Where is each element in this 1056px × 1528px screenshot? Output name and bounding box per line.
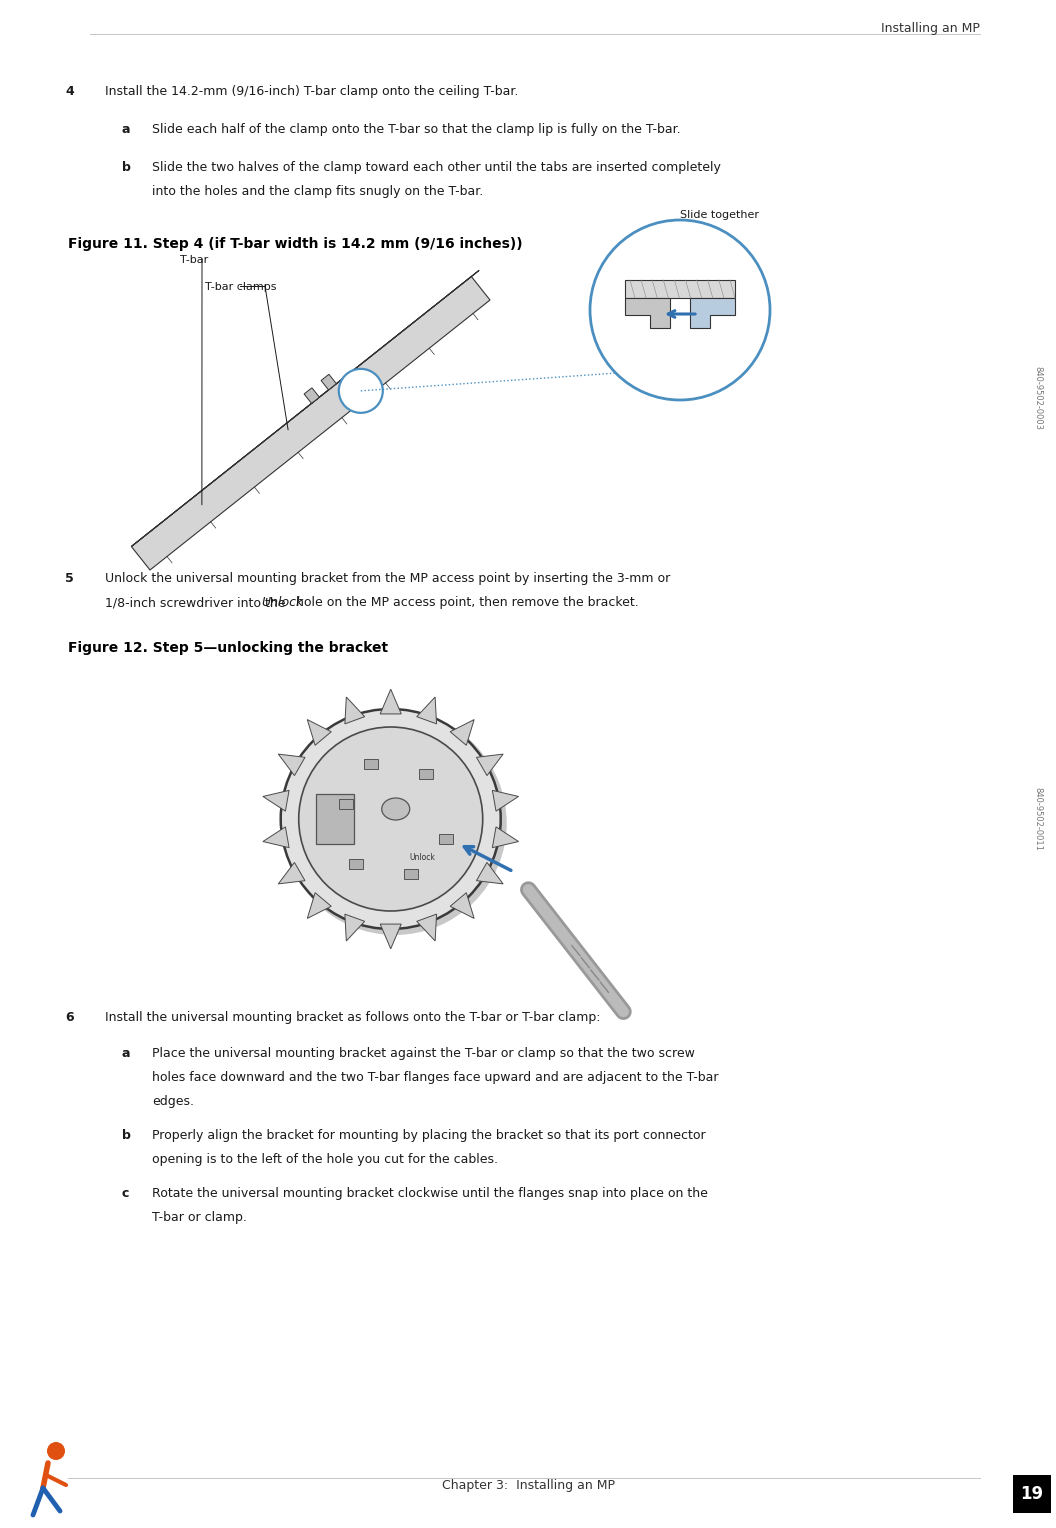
Text: 840-9502-0003: 840-9502-0003	[1034, 365, 1042, 429]
Circle shape	[339, 368, 383, 413]
Text: Unlock: Unlock	[410, 853, 436, 862]
Circle shape	[281, 709, 501, 929]
Text: a: a	[122, 1047, 131, 1060]
Text: T-bar or clamp.: T-bar or clamp.	[152, 1212, 247, 1224]
Polygon shape	[690, 298, 735, 329]
Polygon shape	[263, 790, 289, 811]
Text: Figure 12. Step 5—unlocking the bracket: Figure 12. Step 5—unlocking the bracket	[68, 642, 389, 656]
Polygon shape	[417, 914, 436, 941]
Text: 5: 5	[65, 571, 74, 585]
Text: Properly align the bracket for mounting by placing the bracket so that its port : Properly align the bracket for mounting …	[152, 1129, 705, 1141]
Polygon shape	[625, 280, 735, 298]
Text: Place the universal mounting bracket against the T-bar or clamp so that the two : Place the universal mounting bracket aga…	[152, 1047, 695, 1060]
Ellipse shape	[381, 798, 410, 821]
Text: 6: 6	[65, 1012, 74, 1024]
Polygon shape	[263, 827, 289, 848]
Circle shape	[48, 1442, 65, 1459]
Text: hole on the MP access point, then remove the bracket.: hole on the MP access point, then remove…	[293, 596, 639, 610]
FancyBboxPatch shape	[363, 759, 378, 769]
Polygon shape	[345, 914, 364, 941]
Polygon shape	[450, 892, 474, 918]
Polygon shape	[307, 892, 332, 918]
FancyBboxPatch shape	[438, 834, 453, 843]
Polygon shape	[380, 689, 401, 714]
Polygon shape	[476, 862, 503, 883]
FancyBboxPatch shape	[419, 769, 433, 779]
Circle shape	[590, 220, 770, 400]
Text: Installing an MP: Installing an MP	[881, 21, 980, 35]
Text: Install the 14.2-mm (9/16-inch) T-bar clamp onto the ceiling T-bar.: Install the 14.2-mm (9/16-inch) T-bar cl…	[105, 86, 518, 98]
Polygon shape	[492, 790, 518, 811]
FancyBboxPatch shape	[316, 795, 354, 843]
Polygon shape	[307, 720, 332, 746]
Text: Slide the two halves of the clamp toward each other until the tabs are inserted : Slide the two halves of the clamp toward…	[152, 160, 721, 174]
Circle shape	[299, 727, 483, 911]
Text: 840-9502-0011: 840-9502-0011	[1034, 787, 1042, 851]
Text: Rotate the universal mounting bracket clockwise until the flanges snap into plac: Rotate the universal mounting bracket cl…	[152, 1187, 708, 1199]
Polygon shape	[304, 388, 319, 403]
Text: Slide together: Slide together	[680, 209, 759, 220]
Text: 4: 4	[65, 86, 74, 98]
Text: b: b	[122, 1129, 131, 1141]
Polygon shape	[450, 720, 474, 746]
FancyBboxPatch shape	[1013, 1475, 1051, 1513]
Text: a: a	[122, 122, 131, 136]
Text: into the holes and the clamp fits snugly on the T-bar.: into the holes and the clamp fits snugly…	[152, 185, 484, 199]
Text: Install the universal mounting bracket as follows onto the T-bar or T-bar clamp:: Install the universal mounting bracket a…	[105, 1012, 601, 1024]
Text: b: b	[122, 160, 131, 174]
Text: Chapter 3:  Installing an MP: Chapter 3: Installing an MP	[441, 1479, 615, 1491]
Polygon shape	[321, 374, 337, 390]
Text: 1/8-inch screwdriver into the: 1/8-inch screwdriver into the	[105, 596, 289, 610]
FancyBboxPatch shape	[339, 799, 353, 808]
Polygon shape	[476, 755, 503, 776]
Text: 19: 19	[1020, 1485, 1043, 1504]
Polygon shape	[279, 755, 305, 776]
Text: T-bar: T-bar	[180, 255, 208, 264]
Text: T-bar clamps: T-bar clamps	[205, 283, 277, 292]
FancyBboxPatch shape	[348, 859, 362, 869]
FancyBboxPatch shape	[403, 869, 418, 879]
Text: Slide each half of the clamp onto the T-bar so that the clamp lip is fully on th: Slide each half of the clamp onto the T-…	[152, 122, 681, 136]
Text: Unlock the universal mounting bracket from the MP access point by inserting the : Unlock the universal mounting bracket fr…	[105, 571, 671, 585]
Text: Unlock: Unlock	[261, 596, 303, 610]
Text: opening is to the left of the hole you cut for the cables.: opening is to the left of the hole you c…	[152, 1154, 498, 1166]
Polygon shape	[345, 697, 364, 724]
Text: edges.: edges.	[152, 1096, 194, 1108]
Polygon shape	[492, 827, 518, 848]
Polygon shape	[131, 277, 490, 570]
Text: Figure 11. Step 4 (if T-bar width is 14.2 mm (9/16 inches)): Figure 11. Step 4 (if T-bar width is 14.…	[68, 237, 523, 251]
Polygon shape	[131, 270, 479, 547]
Text: c: c	[122, 1187, 130, 1199]
Polygon shape	[625, 298, 670, 329]
Text: holes face downward and the two T-bar flanges face upward and are adjacent to th: holes face downward and the two T-bar fl…	[152, 1071, 718, 1083]
Polygon shape	[380, 924, 401, 949]
Polygon shape	[417, 697, 436, 724]
Circle shape	[283, 711, 507, 935]
Polygon shape	[279, 862, 305, 883]
